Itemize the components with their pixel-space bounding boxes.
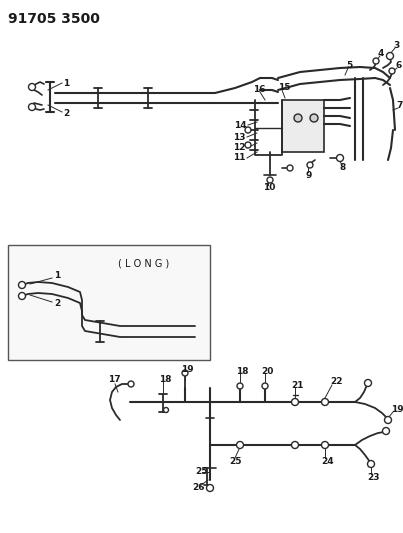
Text: 13: 13 xyxy=(233,133,245,141)
Text: 19: 19 xyxy=(181,365,193,374)
Text: 24: 24 xyxy=(321,456,334,465)
Text: 8: 8 xyxy=(340,164,346,173)
Circle shape xyxy=(182,370,188,376)
Text: 4: 4 xyxy=(378,49,384,58)
Circle shape xyxy=(287,165,293,171)
Text: 2: 2 xyxy=(54,298,60,308)
Text: 11: 11 xyxy=(233,154,245,163)
Text: 25: 25 xyxy=(229,457,241,466)
Bar xyxy=(8,245,210,360)
Text: 1: 1 xyxy=(54,271,60,280)
Circle shape xyxy=(245,142,251,148)
Text: 22: 22 xyxy=(330,377,343,386)
Text: 23: 23 xyxy=(367,472,380,481)
Text: 17: 17 xyxy=(108,376,120,384)
Circle shape xyxy=(19,293,25,300)
Circle shape xyxy=(373,58,379,64)
Circle shape xyxy=(19,281,25,288)
Text: ( L O N G ): ( L O N G ) xyxy=(118,258,169,268)
Circle shape xyxy=(322,441,328,448)
Circle shape xyxy=(237,441,243,448)
Circle shape xyxy=(291,399,299,406)
Circle shape xyxy=(164,408,168,413)
Circle shape xyxy=(29,84,35,91)
Text: 12: 12 xyxy=(233,143,245,152)
Circle shape xyxy=(368,461,374,467)
Text: 25: 25 xyxy=(195,467,208,477)
Bar xyxy=(282,100,324,152)
Circle shape xyxy=(29,103,35,110)
Circle shape xyxy=(262,383,268,389)
Text: 21: 21 xyxy=(291,381,303,390)
Text: 20: 20 xyxy=(261,367,273,376)
Circle shape xyxy=(386,52,393,60)
Circle shape xyxy=(307,162,313,168)
Circle shape xyxy=(245,127,251,133)
Circle shape xyxy=(364,379,372,386)
Circle shape xyxy=(337,155,343,161)
Circle shape xyxy=(322,399,328,406)
Text: 16: 16 xyxy=(253,85,266,94)
Circle shape xyxy=(389,68,395,74)
Text: 5: 5 xyxy=(346,61,352,69)
Text: 18: 18 xyxy=(236,367,249,376)
Circle shape xyxy=(291,441,299,448)
Text: 7: 7 xyxy=(396,101,402,110)
Circle shape xyxy=(294,114,302,122)
Text: 3: 3 xyxy=(393,41,399,50)
Text: 9: 9 xyxy=(306,171,312,180)
Text: 91705 3500: 91705 3500 xyxy=(8,12,100,26)
Text: 26: 26 xyxy=(192,483,204,492)
Circle shape xyxy=(267,177,273,183)
Circle shape xyxy=(237,383,243,389)
Text: 1: 1 xyxy=(63,78,69,87)
Text: 10: 10 xyxy=(263,183,275,192)
Circle shape xyxy=(310,114,318,122)
Text: 18: 18 xyxy=(159,375,172,384)
Circle shape xyxy=(206,484,214,491)
Circle shape xyxy=(384,416,391,424)
Text: 15: 15 xyxy=(278,83,291,92)
Text: 19: 19 xyxy=(391,405,403,414)
Text: 14: 14 xyxy=(234,120,247,130)
Text: 2: 2 xyxy=(63,109,69,117)
Circle shape xyxy=(382,427,390,434)
Text: 6: 6 xyxy=(395,61,401,69)
Circle shape xyxy=(128,381,134,387)
